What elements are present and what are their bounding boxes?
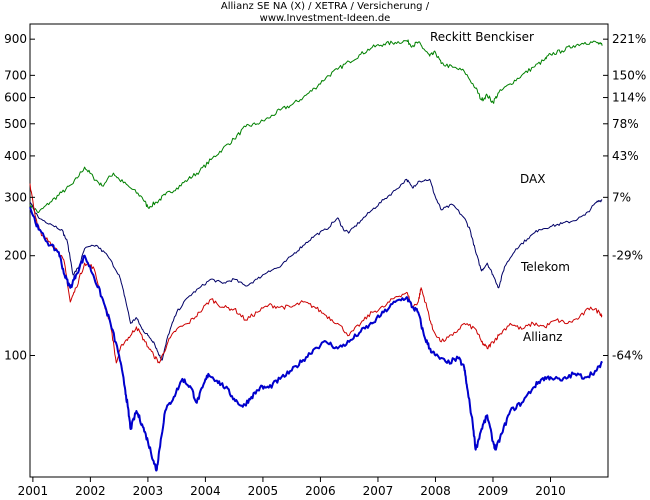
y-tick-label-left: 700 [4,68,27,82]
series-label-telekom: Telekom [520,260,570,274]
y-tick-label-left: 600 [4,91,27,105]
plot-frame [29,23,609,478]
x-tick-label: 2010 [535,484,566,498]
y-tick-label-right: 78% [612,117,639,131]
y-tick-label-right: 150% [612,68,646,82]
y-tick-label-right: 221% [612,32,646,46]
series-line-reckitt-benckiser [29,39,603,213]
x-tick-label: 2003 [133,484,164,498]
x-tick-label: 2009 [478,484,509,498]
y-tick-label-right: 7% [612,190,631,204]
series-label-reckitt-benckiser: Reckitt Benckiser [430,30,534,44]
y-tick-label-left: 100 [4,348,27,362]
series-label-dax: DAX [520,172,545,186]
series-line-allianz [29,206,603,472]
y-tick-label-right: 43% [612,149,639,163]
y-tick-label-right: 114% [612,91,646,105]
chart-title: Allianz SE NA (X) / XETRA / Versicherung… [220,1,430,12]
x-tick-label: 2002 [75,484,106,498]
series-layer [29,39,603,472]
y-tick-label-left: 200 [4,249,27,263]
series-line-dax [29,178,603,361]
series-label-allianz: Allianz [523,330,562,344]
y-tick-label-right: -29% [612,249,643,263]
axis-layer: Reckitt Benckiser DAX Telekom Allianz 100 200… [4,30,646,498]
y-tick-label-left: 300 [4,190,27,204]
y-tick-label-right: -64% [612,348,643,362]
x-tick-label: 2008 [420,484,451,498]
y-tick-label-left: 400 [4,149,27,163]
x-tick-label: 2006 [305,484,336,498]
x-tick-label: 2001 [18,484,49,498]
y-tick-label-left: 900 [4,32,27,46]
chart-subtitle: www.Investment-Ideen.de [259,13,391,24]
x-tick-label: 2005 [248,484,279,498]
x-tick-label: 2007 [363,484,394,498]
series-line-telekom [29,183,603,364]
y-tick-label-left: 500 [4,117,27,131]
x-tick-label: 2004 [190,484,221,498]
